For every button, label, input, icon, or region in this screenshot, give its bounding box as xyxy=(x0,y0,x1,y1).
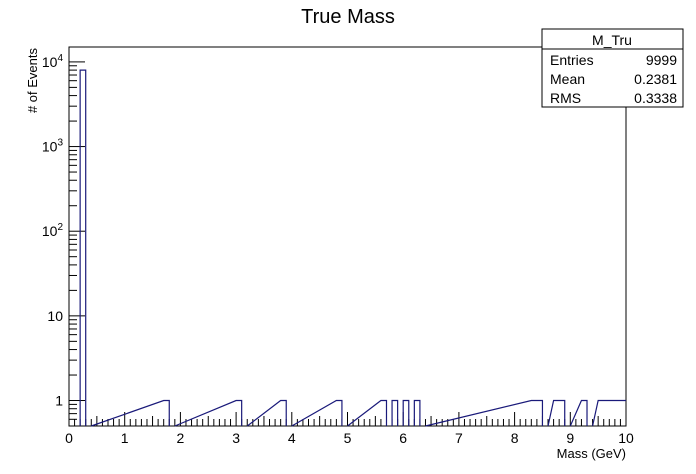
x-tick-label: 4 xyxy=(288,430,296,446)
histogram-line xyxy=(79,69,626,427)
y-axis: 1 10 102 103 104 xyxy=(42,53,85,427)
stats-mean-value: 0.2381 xyxy=(634,71,677,87)
y-tick-label: 102 xyxy=(42,222,64,239)
x-tick-label: 0 xyxy=(65,430,73,446)
stats-box-frame xyxy=(541,28,684,108)
y-tick-label: 104 xyxy=(42,53,64,70)
y-tick-label: 1 xyxy=(55,393,63,409)
chart-title: True Mass xyxy=(301,6,395,28)
x-tick-label: 7 xyxy=(455,430,463,446)
stats-rms-label: RMS xyxy=(550,90,581,106)
x-tick-label: 8 xyxy=(511,430,519,446)
x-tick-label: 1 xyxy=(121,430,129,446)
y-tick-label: 103 xyxy=(42,138,64,155)
stats-name: M_Tru xyxy=(592,32,632,48)
stats-mean-label: Mean xyxy=(550,71,585,87)
stats-box: M_Tru Entries 9999 Mean 0.2381 RMS 0.333… xyxy=(541,28,684,108)
y-axis-label: # of Events xyxy=(25,48,40,114)
x-axis-label: Mass (GeV) xyxy=(557,446,626,461)
y-tick-label: 10 xyxy=(47,308,63,324)
stats-entries-label: Entries xyxy=(550,52,594,68)
x-tick-label: 2 xyxy=(177,430,185,446)
stats-rms-value: 0.3338 xyxy=(634,90,677,106)
x-tick-label: 3 xyxy=(232,430,240,446)
stats-entries-value: 9999 xyxy=(646,52,677,68)
x-tick-label: 10 xyxy=(618,430,634,446)
x-tick-label: 6 xyxy=(399,430,407,446)
x-tick-label: 5 xyxy=(344,430,352,446)
x-axis: 0 1 2 3 4 5 6 7 8 9 10 xyxy=(65,412,634,446)
x-tick-label: 9 xyxy=(566,430,574,446)
